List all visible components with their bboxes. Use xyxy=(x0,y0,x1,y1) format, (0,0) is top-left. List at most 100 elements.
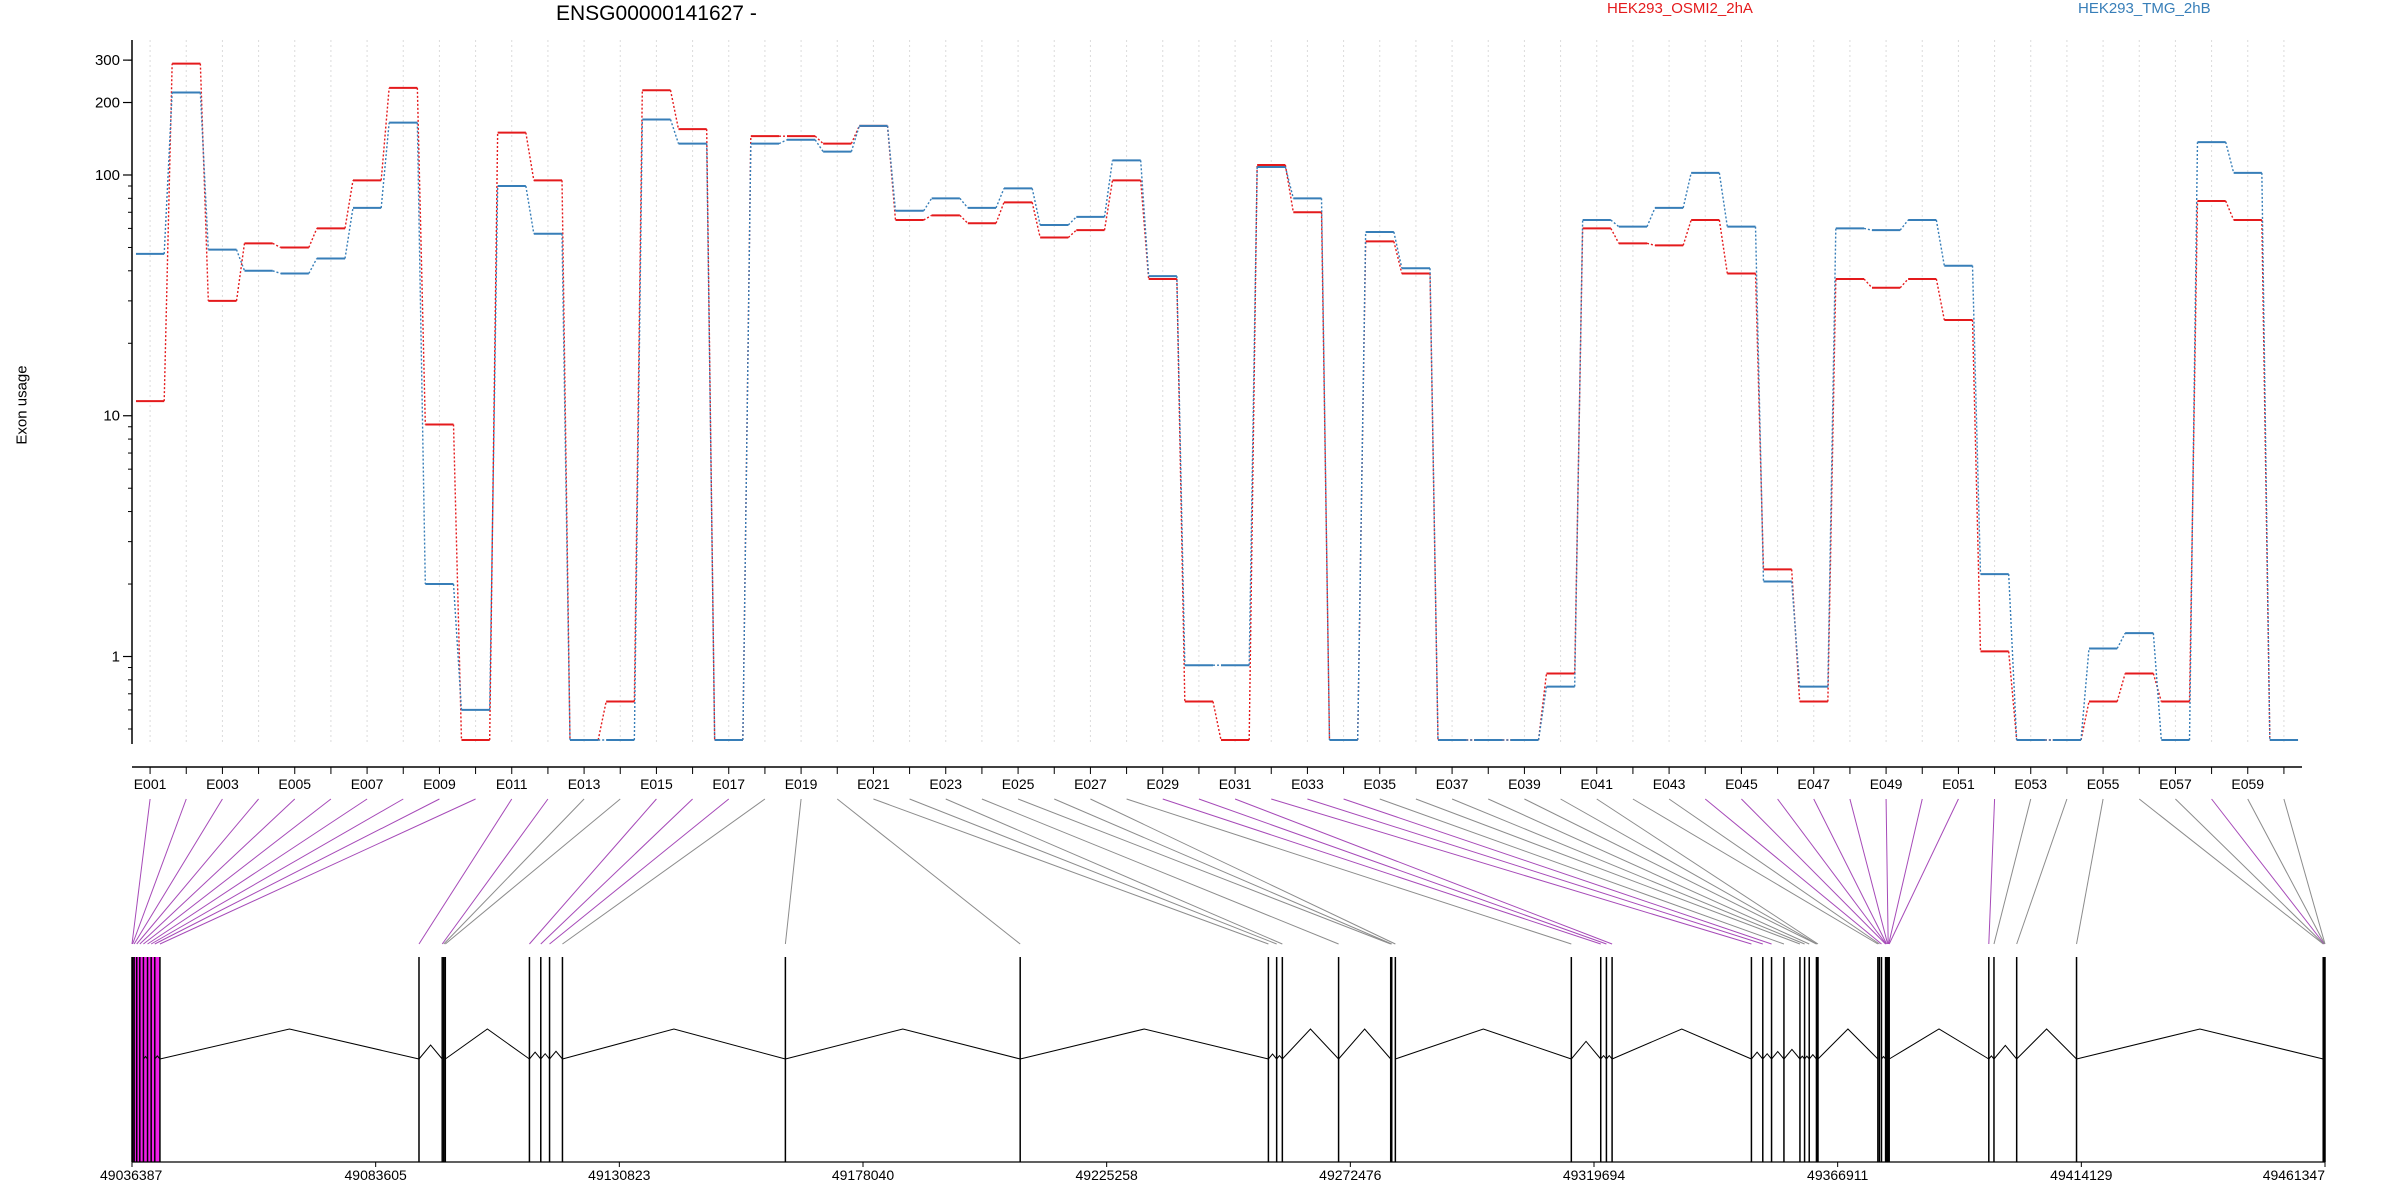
connector-E027 xyxy=(1103,180,1114,231)
exon-link-E004 xyxy=(136,798,259,945)
connector-E044 xyxy=(1718,172,1729,227)
x-tick-label: E027 xyxy=(1074,776,1107,792)
exon-link-E040 xyxy=(1560,798,1818,945)
y-tick-label: 1 xyxy=(112,649,120,666)
exon-link-E030 xyxy=(1198,798,1607,945)
connector-E049 xyxy=(1899,278,1909,289)
connector-E011 xyxy=(525,132,535,181)
exon-link-E015 xyxy=(529,798,657,945)
exon-link-E018 xyxy=(562,798,766,945)
connector-E006 xyxy=(344,180,354,229)
connector-E035 xyxy=(1393,231,1403,269)
x-tick-label: E003 xyxy=(206,776,239,792)
exon-link-E060 xyxy=(2283,798,2326,945)
exon-link-E002 xyxy=(132,798,187,945)
connector-E028 xyxy=(1139,160,1150,277)
exon-link-E003 xyxy=(133,798,223,945)
connector-E041 xyxy=(1610,228,1620,244)
connector-E056 xyxy=(2152,673,2162,702)
x-tick-label: E017 xyxy=(712,776,745,792)
intron-E014 xyxy=(445,1028,530,1060)
exon-link-E052 xyxy=(1988,798,1996,945)
exon-link-E056 xyxy=(2138,798,2324,945)
exon-link-E012 xyxy=(441,798,549,945)
intron-E055 xyxy=(2076,1028,2324,1060)
connector-E015 xyxy=(669,90,680,130)
genomic-tick-label: 49083605 xyxy=(345,1167,408,1183)
connector-E055 xyxy=(2116,632,2126,649)
exon-link-E037 xyxy=(1451,798,1805,945)
connector-E026 xyxy=(1067,229,1077,239)
exon-link-E023 xyxy=(945,798,1283,945)
intron-E015 xyxy=(529,1051,542,1060)
genomic-tick-label: 49461347 xyxy=(2263,1167,2326,1183)
connector-E001 xyxy=(163,92,173,254)
connector-E016 xyxy=(705,143,716,741)
exon-link-E014 xyxy=(444,798,621,945)
exon-link-E034 xyxy=(1343,798,1772,945)
connector-E020 xyxy=(850,125,860,152)
series-a xyxy=(135,62,2299,741)
exon-link-E051 xyxy=(1888,798,1959,945)
connector-E041 xyxy=(1610,219,1620,228)
x-tick-label: E059 xyxy=(2231,776,2264,792)
connector-E005 xyxy=(308,228,318,248)
connector-E023 xyxy=(959,214,969,224)
connector-E022 xyxy=(923,214,933,221)
connector-E007 xyxy=(380,87,390,181)
connector-E048 xyxy=(1863,227,1873,231)
exon-link-E036 xyxy=(1415,798,1801,945)
connector-E023 xyxy=(959,197,969,209)
genomic-tick-label: 49225258 xyxy=(1076,1167,1139,1183)
intron-E052 xyxy=(1988,1055,1995,1060)
x-tick-label: E029 xyxy=(1146,776,1179,792)
connector-E014 xyxy=(633,119,644,741)
genomic-tick-label: 49272476 xyxy=(1319,1167,1382,1183)
x-tick-label: E025 xyxy=(1002,776,1035,792)
exon-link-E038 xyxy=(1488,798,1810,945)
legend-entry-series-b: HEK293_TMG_2hB xyxy=(2078,0,2211,17)
connector-E001 xyxy=(163,63,173,402)
connector-E013 xyxy=(597,701,607,741)
connector-E029 xyxy=(1176,276,1186,666)
connector-E020 xyxy=(850,125,860,144)
exon-link-E008 xyxy=(150,798,404,945)
connector-E028 xyxy=(1139,180,1150,280)
exon-link-E026 xyxy=(1054,798,1392,945)
connector-E018 xyxy=(778,139,788,145)
x-tick-label: E049 xyxy=(1870,776,1903,792)
exon-link-E045 xyxy=(1741,798,1886,945)
exon-link-E031 xyxy=(1234,798,1613,945)
exon-link-E044 xyxy=(1704,798,1882,945)
exon-link-E013 xyxy=(443,798,585,945)
connector-E043 xyxy=(1682,219,1692,246)
intron-E009 xyxy=(154,1055,161,1060)
exon-link-E054 xyxy=(2016,798,2068,945)
exon-link-E028 xyxy=(1126,798,1572,945)
connector-E027 xyxy=(1103,160,1114,217)
exon-link-E024 xyxy=(981,798,1339,945)
intron-E053 xyxy=(1993,1044,2018,1060)
connector-E045 xyxy=(1754,273,1765,570)
connector-E042 xyxy=(1646,207,1656,227)
intron-E034 xyxy=(1771,1050,1785,1060)
exon-link-E016 xyxy=(540,798,693,945)
connector-E050 xyxy=(1935,219,1946,266)
exon-link-E022 xyxy=(909,798,1277,945)
intron-E019 xyxy=(785,1028,1021,1060)
exon-link-E017 xyxy=(549,798,730,945)
connector-E004 xyxy=(272,242,281,249)
exon-link-E058 xyxy=(2211,798,2325,945)
intron-E038 xyxy=(1808,1053,1817,1060)
connector-E055 xyxy=(2116,673,2126,702)
exon-link-E047 xyxy=(1813,798,1888,945)
connector-E035 xyxy=(1393,241,1403,274)
x-tick-label: E009 xyxy=(423,776,456,792)
x-tick-label: E035 xyxy=(1363,776,1396,792)
x-tick-label: E005 xyxy=(278,776,311,792)
connector-E039 xyxy=(1537,686,1548,741)
connector-E005 xyxy=(308,258,318,274)
exon-link-E010 xyxy=(159,798,476,945)
series-b xyxy=(135,91,2299,741)
x-tick-label: E011 xyxy=(496,776,528,792)
